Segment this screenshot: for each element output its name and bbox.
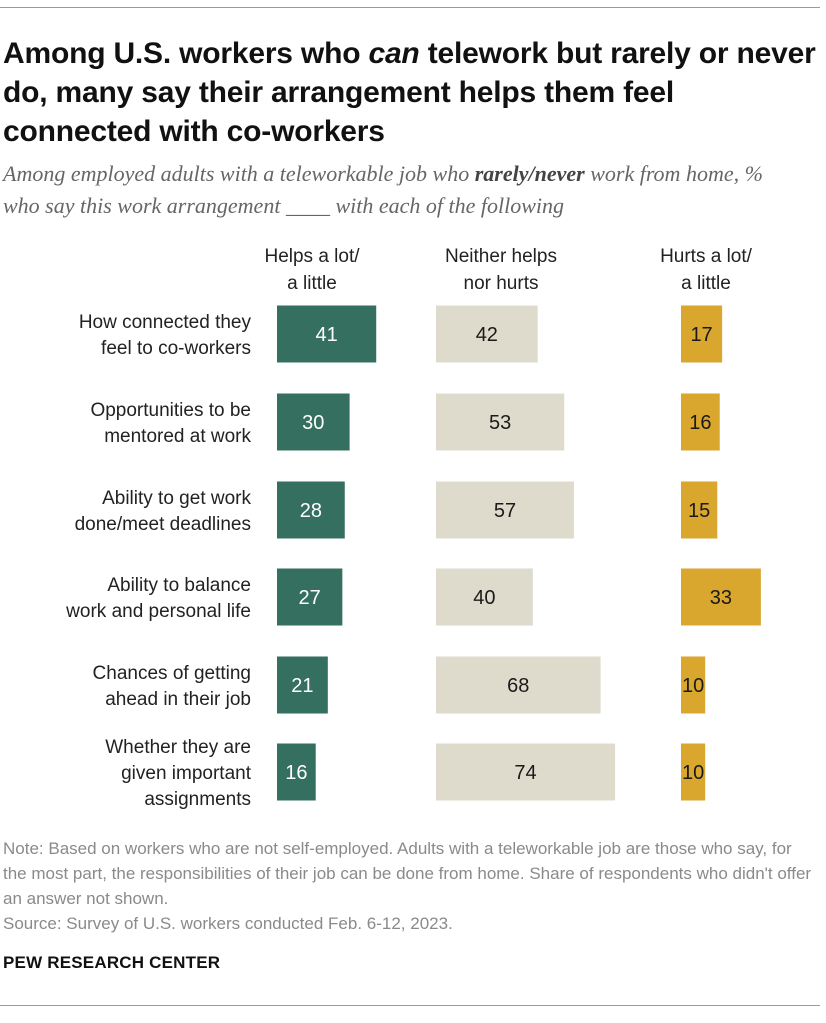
bar-s2-r2 (436, 393, 565, 451)
data-label: 28 (300, 500, 322, 522)
data-label: 57 (494, 500, 516, 522)
bar-chart: Helps a lot/a little Neither helps nor hur… (65, 246, 761, 810)
bar-s1-r6 (277, 743, 316, 801)
bar-s3-r2 (681, 393, 720, 451)
category-label: How connected they (79, 312, 252, 333)
series-header-1: a little (287, 273, 337, 294)
category-label: Ability to get work (102, 488, 251, 509)
data-label: 33 (710, 587, 732, 609)
data-label: 16 (285, 762, 307, 784)
bar-s1-r2 (277, 393, 350, 451)
category-label: Whether they are (105, 737, 251, 758)
data-label: 27 (299, 587, 321, 609)
bar-s2-r6 (436, 743, 616, 801)
category-label: done/meet deadlines (75, 514, 251, 535)
bar-s2-r5 (436, 656, 601, 714)
data-label: 10 (682, 675, 704, 697)
category-label: assignments (144, 789, 251, 810)
category-label: Chances of getting (93, 663, 251, 684)
data-label: 17 (690, 324, 712, 346)
data-label: 42 (476, 324, 498, 346)
bar-s1-r5 (277, 656, 328, 714)
data-label: 41 (315, 324, 337, 346)
data-label: 15 (688, 500, 710, 522)
bar-s3-r3 (681, 481, 718, 539)
bottom-rule (0, 1005, 820, 1006)
data-label: 10 (682, 762, 704, 784)
bar-s1-r4 (277, 568, 343, 626)
chart-note: Note: Based on workers who are not self-… (3, 839, 812, 908)
series-header-3: Hurts a lot/ (660, 246, 753, 267)
title-emphasis: can (368, 37, 420, 70)
data-label: 30 (302, 412, 324, 434)
data-label: 21 (291, 675, 313, 697)
bar-s3-r5 (681, 656, 706, 714)
category-label: work and personal life (65, 601, 251, 622)
bar-s3-r6 (681, 743, 706, 801)
bar-s1-r3 (277, 481, 345, 539)
category-label: mentored at work (104, 426, 251, 447)
data-label: 74 (514, 762, 536, 784)
brand-logo-text: PEW RESEARCH CENTER (3, 953, 221, 972)
category-label: feel to co-workers (101, 338, 251, 359)
bar-s2-r4 (436, 568, 533, 626)
bar-s1-r1 (277, 305, 377, 363)
bar-s2-r3 (436, 481, 574, 539)
category-label: given important (121, 763, 252, 784)
series-header-3: a little (681, 273, 731, 294)
series-header-2: nor hurts (464, 273, 539, 294)
data-label: 68 (507, 675, 529, 697)
data-label: 40 (473, 587, 495, 609)
subtitle-text: Among employed adults with a teleworkabl… (3, 161, 475, 186)
chart-title: Among U.S. workers who can telework but … (3, 34, 818, 151)
top-rule (0, 7, 820, 8)
category-label: Ability to balance (107, 575, 251, 596)
bar-s2-r1 (436, 305, 538, 363)
bar-s3-r1 (681, 305, 723, 363)
chart-subtitle: Among employed adults with a teleworkabl… (3, 158, 803, 222)
title-text-end: telework but rarely or never do, many sa… (3, 37, 816, 148)
title-text: Among U.S. workers who (3, 37, 369, 70)
data-label: 16 (689, 412, 711, 434)
series-header-2: Neither helps (445, 246, 557, 267)
chart-source: Source: Survey of U.S. workers conducted… (3, 914, 453, 933)
category-label: Opportunities to be (90, 400, 251, 421)
bar-s3-r4 (681, 568, 761, 626)
data-label: 53 (489, 412, 511, 434)
series-header-1: Helps a lot/ (264, 246, 360, 267)
subtitle-emphasis: rarely/never (474, 161, 585, 186)
category-label: ahead in their job (105, 689, 251, 710)
subtitle-text-end: work from home, % who say this work arra… (3, 161, 763, 218)
